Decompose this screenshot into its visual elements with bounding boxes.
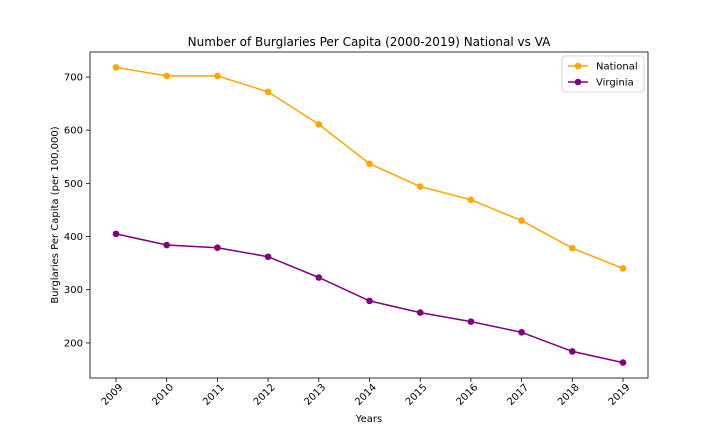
data-point-virginia [112, 230, 120, 238]
y-tick-label: 600 [64, 126, 83, 137]
y-tick-label: 500 [64, 179, 83, 190]
data-point-virginia [467, 318, 475, 325]
y-tick-label: 300 [64, 285, 83, 296]
legend-swatch-marker [574, 78, 582, 86]
data-point-virginia [315, 274, 323, 281]
data-point-virginia [214, 244, 221, 252]
data-point-virginia [569, 348, 576, 355]
y-tick-label: 700 [64, 72, 83, 83]
y-tick-label: 400 [64, 232, 83, 243]
y-tick-label: 200 [64, 338, 83, 349]
data-point-national [112, 64, 120, 71]
data-point-virginia [163, 241, 170, 249]
data-point-national [518, 217, 525, 224]
legend-box [561, 55, 645, 93]
chart-title: Number of Burglaries Per Capita (2000-20… [188, 35, 551, 49]
data-point-virginia [416, 309, 424, 316]
plot-content [112, 64, 627, 366]
legend: National Virginia [561, 55, 645, 93]
x-axis-label: Years [355, 414, 382, 425]
data-point-national [619, 265, 627, 272]
data-point-national [163, 72, 170, 80]
data-point-national [416, 183, 424, 190]
data-point-national [569, 244, 576, 252]
data-point-national [467, 196, 475, 204]
data-point-national [214, 72, 221, 80]
y-axis: 200 300 400 500 600 700 [64, 72, 90, 349]
data-point-virginia [518, 328, 525, 336]
data-point-national [366, 160, 373, 167]
legend-label-national: National [596, 62, 638, 73]
legend-swatch-marker [574, 62, 582, 70]
legend-label-virginia: Virginia [596, 78, 634, 89]
data-point-national [315, 121, 323, 128]
y-axis-label: Burglaries Per Capita (per 100,000) [50, 126, 61, 303]
data-point-virginia [619, 359, 627, 366]
data-point-national [264, 88, 272, 96]
data-point-virginia [366, 297, 373, 305]
plot-frame [89, 51, 649, 379]
data-point-virginia [264, 253, 272, 261]
